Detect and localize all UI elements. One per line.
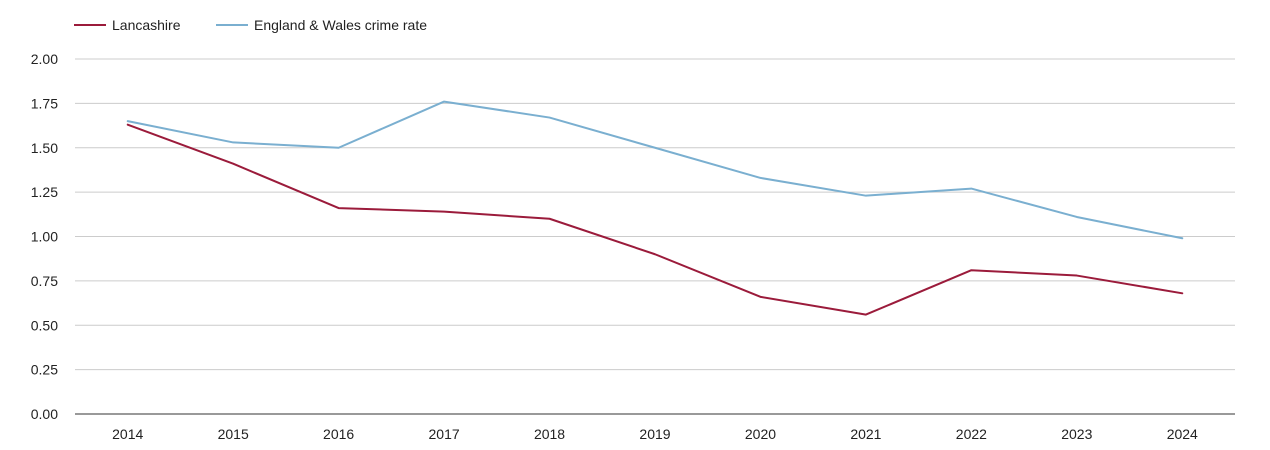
data-point[interactable]: [336, 205, 342, 211]
data-point[interactable]: [863, 193, 869, 199]
series-line[interactable]: [126, 100, 1184, 240]
legend-item-lancashire[interactable]: Lancashire: [74, 17, 181, 33]
data-point[interactable]: [757, 294, 763, 300]
data-point[interactable]: [1179, 235, 1185, 241]
data-point[interactable]: [547, 216, 553, 222]
x-tick-label: 2015: [218, 426, 249, 442]
data-point[interactable]: [1074, 214, 1080, 220]
data-point[interactable]: [757, 175, 763, 181]
data-point[interactable]: [652, 145, 658, 151]
data-point[interactable]: [1074, 273, 1080, 279]
legend-label-england-wales: England & Wales crime rate: [254, 17, 427, 33]
series-line[interactable]: [126, 123, 1184, 316]
x-tick-label: 2014: [112, 426, 143, 442]
y-tick-label: 2.00: [31, 51, 58, 67]
y-tick-label: 0.75: [31, 273, 58, 289]
y-tick-label: 1.75: [31, 95, 58, 111]
y-tick-label: 0.25: [31, 362, 58, 378]
series-england-wales: [125, 99, 1185, 241]
y-tick-label: 1.00: [31, 229, 58, 245]
y-tick-label: 0.00: [31, 406, 58, 422]
x-tick-label: 2024: [1167, 426, 1198, 442]
x-tick-label: 2020: [745, 426, 776, 442]
legend: Lancashire England & Wales crime rate: [74, 17, 427, 33]
data-point[interactable]: [968, 186, 974, 192]
y-axis-tick-labels: 0.00 0.25 0.50 0.75 1.00 1.25 1.50 1.75 2.00: [31, 51, 58, 422]
series-lancashire: [126, 123, 1185, 318]
legend-label-lancashire: Lancashire: [112, 17, 181, 33]
data-point[interactable]: [336, 145, 342, 151]
x-tick-label: 2018: [534, 426, 565, 442]
x-tick-label: 2016: [323, 426, 354, 442]
data-point[interactable]: [230, 161, 236, 167]
legend-item-england-wales[interactable]: England & Wales crime rate: [216, 17, 427, 33]
x-tick-label: 2019: [639, 426, 670, 442]
data-point[interactable]: [547, 115, 553, 121]
y-tick-label: 0.50: [31, 317, 58, 333]
gridlines: [75, 58, 1235, 371]
data-point[interactable]: [1179, 290, 1185, 296]
y-tick-label: 1.25: [31, 184, 58, 200]
data-point[interactable]: [441, 209, 447, 215]
x-tick-label: 2022: [956, 426, 987, 442]
data-point[interactable]: [863, 312, 869, 318]
x-tick-label: 2017: [429, 426, 460, 442]
data-point[interactable]: [230, 139, 236, 145]
data-point[interactable]: [968, 267, 974, 273]
x-axis-tick-labels: 2014 2015 2016 2017 2018 2019 2020 2021 2022 2023…: [112, 426, 1198, 442]
series-lines: [125, 99, 1185, 318]
data-point[interactable]: [652, 251, 658, 257]
x-tick-label: 2021: [850, 426, 881, 442]
x-tick-label: 2023: [1061, 426, 1092, 442]
data-point[interactable]: [125, 118, 131, 124]
data-point[interactable]: [441, 99, 447, 105]
y-tick-label: 1.50: [31, 140, 58, 156]
